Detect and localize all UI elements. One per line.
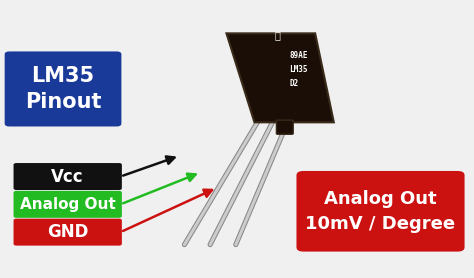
Text: Analog Out: Analog Out: [20, 197, 116, 212]
Polygon shape: [227, 33, 334, 122]
FancyBboxPatch shape: [14, 163, 122, 190]
Text: Vcc: Vcc: [51, 168, 84, 185]
FancyBboxPatch shape: [296, 171, 465, 252]
FancyBboxPatch shape: [14, 219, 122, 246]
FancyBboxPatch shape: [14, 191, 122, 218]
Text: 89AE: 89AE: [290, 51, 308, 60]
FancyBboxPatch shape: [5, 51, 121, 126]
Text: GND: GND: [47, 223, 88, 241]
Text: Analog Out
10mV / Degree: Analog Out 10mV / Degree: [305, 190, 456, 233]
Text: D2: D2: [290, 79, 299, 88]
FancyBboxPatch shape: [276, 120, 293, 134]
Text: LM35: LM35: [290, 65, 308, 74]
Text: LM35
Pinout: LM35 Pinout: [25, 66, 101, 112]
Text: Ⓝ: Ⓝ: [275, 30, 281, 40]
